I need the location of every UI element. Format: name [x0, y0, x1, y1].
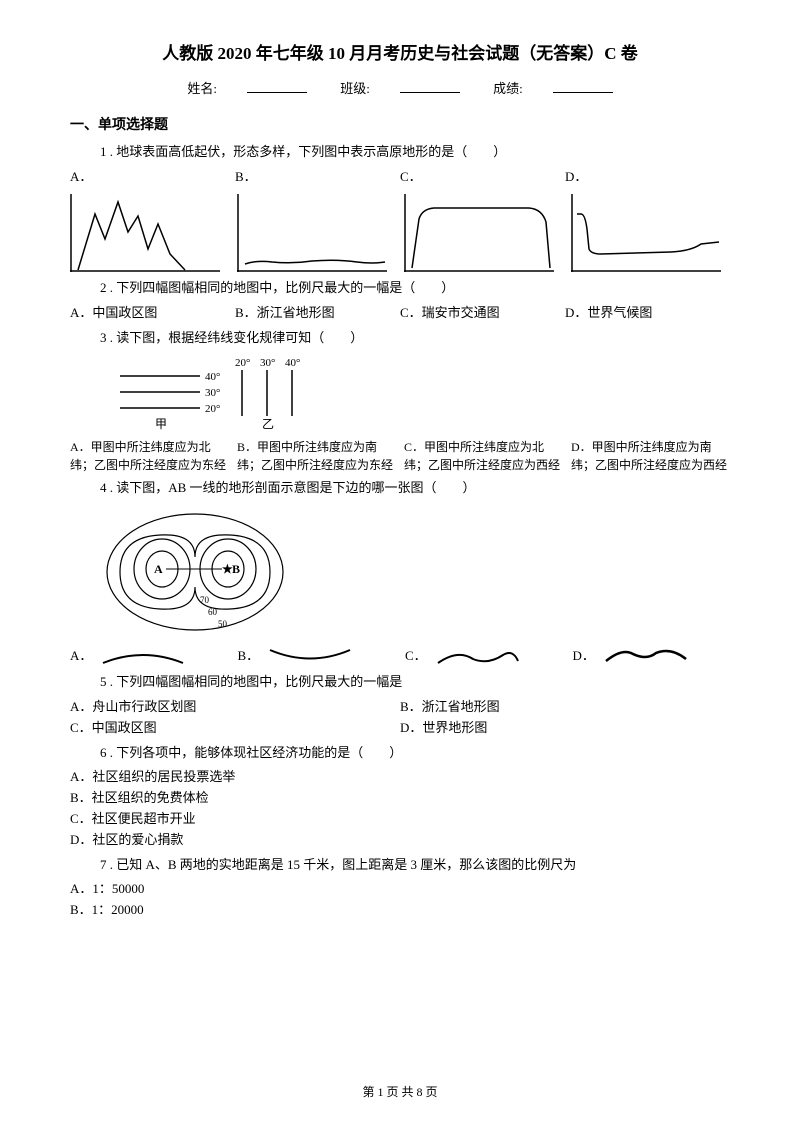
- q2-a: A．中国政区图: [70, 303, 235, 324]
- svg-text:30°: 30°: [260, 357, 275, 369]
- svg-text:40°: 40°: [205, 371, 220, 383]
- q3-a: A．甲图中所注纬度应为北纬；乙图中所注经度应为东经: [70, 438, 229, 474]
- q4-text: 4 . 读下图，AB 一线的地形剖面示意图是下边的哪一张图（ ）: [100, 478, 730, 499]
- q6-opts: A．社区组织的居民投票选举 B．社区组织的免费体检 C．社区便民超市开业 D．社…: [70, 767, 730, 850]
- q7-text: 7 . 已知 A、B 两地的实地距离是 15 千米，图上距离是 3 厘米，那么该…: [100, 855, 730, 876]
- q3-b: B．甲图中所注纬度应为南纬；乙图中所注经度应为东经: [237, 438, 396, 474]
- page-title: 人教版 2020 年七年级 10 月月考历史与社会试题（无答案）C 卷: [70, 40, 730, 67]
- q5-b: B．浙江省地形图: [400, 697, 730, 718]
- class-blank: [400, 92, 460, 93]
- q6-c: C．社区便民超市开业: [70, 809, 730, 830]
- q6-text: 6 . 下列各项中，能够体现社区经济功能的是（ ）: [100, 743, 730, 764]
- name-blank: [247, 92, 307, 93]
- svg-text:20°: 20°: [235, 357, 250, 369]
- q4-b: B．: [238, 645, 396, 667]
- terrain-plain: [237, 194, 396, 272]
- q6-a: A．社区组织的居民投票选举: [70, 767, 730, 788]
- q6-d: D．社区的爱心捐款: [70, 830, 730, 851]
- page-footer: 第 1 页 共 8 页: [0, 1083, 800, 1102]
- svg-text:50: 50: [218, 619, 228, 629]
- q3-opts: A．甲图中所注纬度应为北纬；乙图中所注经度应为东经 B．甲图中所注纬度应为南纬；…: [70, 438, 730, 474]
- q4-contour: A ★ B 70 60 50: [100, 507, 730, 637]
- q3-diagram: 20° 30° 40° 40° 30° 20° 甲 乙: [100, 354, 730, 432]
- terrain-basin: [571, 194, 730, 272]
- q3-svg: 20° 30° 40° 40° 30° 20° 甲 乙: [100, 354, 340, 432]
- svg-text:40°: 40°: [285, 357, 300, 369]
- terrain-mountain: [70, 194, 229, 272]
- student-info: 姓名: 班级: 成绩:: [70, 79, 730, 100]
- q7-a: A．1：50000: [70, 879, 730, 900]
- q5-d: D．世界地形图: [400, 718, 730, 739]
- q7-b: B．1：20000: [70, 900, 730, 921]
- q3-c: C．甲图中所注纬度应为北纬；乙图中所注经度应为西经: [404, 438, 563, 474]
- svg-text:甲: 甲: [155, 417, 167, 431]
- q1-c: C．: [400, 167, 565, 188]
- svg-text:20°: 20°: [205, 403, 220, 415]
- svg-text:B: B: [232, 562, 240, 576]
- score-blank: [553, 92, 613, 93]
- q2-opts: A．中国政区图 B．浙江省地形图 C．瑞安市交通图 D．世界气候图: [70, 303, 730, 324]
- svg-text:A: A: [154, 562, 163, 576]
- name-label: 姓名:: [187, 81, 217, 96]
- q1-a: A．: [70, 167, 235, 188]
- q5-opts: A．舟山市行政区划图 B．浙江省地形图 C．中国政区图 D．世界地形图: [70, 697, 730, 739]
- q1-images: [70, 194, 730, 272]
- q2-text: 2 . 下列四幅图幅相同的地图中，比例尺最大的一幅是（ ）: [100, 278, 730, 299]
- q2-d: D．世界气候图: [565, 303, 730, 324]
- q3-d: D．甲图中所注纬度应为南纬；乙图中所注经度应为西经: [571, 438, 730, 474]
- class-label: 班级:: [340, 81, 370, 96]
- q6-b: B．社区组织的免费体检: [70, 788, 730, 809]
- score-label: 成绩:: [493, 81, 523, 96]
- q4-a: A．: [70, 645, 228, 667]
- q3-text: 3 . 读下图，根据经纬线变化规律可知（ ）: [100, 328, 730, 349]
- q1-text: 1 . 地球表面高低起伏，形态多样，下列图中表示高原地形的是（ ）: [100, 142, 730, 163]
- q4-d: D．: [573, 645, 731, 667]
- section-heading: 一、单项选择题: [70, 115, 730, 137]
- terrain-plateau: [404, 194, 563, 272]
- q2-c: C．瑞安市交通图: [400, 303, 565, 324]
- q7-opts: A．1：50000 B．1：20000: [70, 879, 730, 921]
- q1-d: D．: [565, 167, 730, 188]
- svg-text:30°: 30°: [205, 387, 220, 399]
- q2-b: B．浙江省地形图: [235, 303, 400, 324]
- q5-text: 5 . 下列四幅图幅相同的地图中，比例尺最大的一幅是: [100, 672, 730, 693]
- q5-c: C．中国政区图: [70, 718, 400, 739]
- q1-b: B．: [235, 167, 400, 188]
- q5-a: A．舟山市行政区划图: [70, 697, 400, 718]
- q4-opts: A． B． C． D．: [70, 645, 730, 667]
- q4-c: C．: [405, 645, 563, 667]
- svg-text:乙: 乙: [262, 417, 274, 431]
- q1-labels: A． B． C． D．: [70, 167, 730, 188]
- svg-text:70: 70: [200, 595, 210, 605]
- svg-text:60: 60: [208, 607, 218, 617]
